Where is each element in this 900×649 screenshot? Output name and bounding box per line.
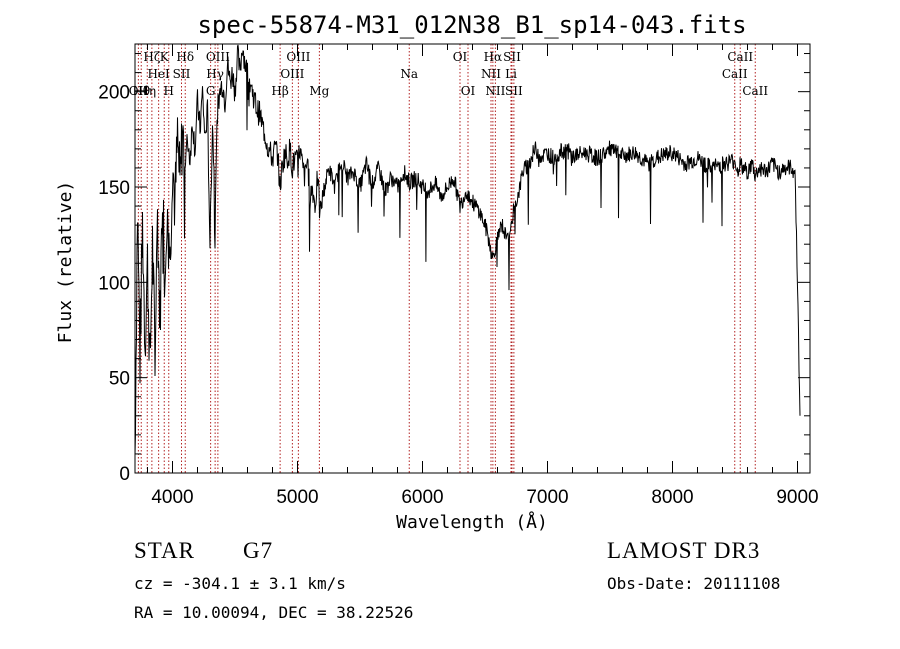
object-subclass: G7 [243, 538, 274, 563]
spectrum-line [134, 44, 801, 455]
marker-label-7: SII [173, 67, 191, 81]
y-tick-label-2: 100 [98, 273, 130, 294]
marker-label-13: OIII [280, 67, 304, 81]
marker-label-16: Na [400, 67, 418, 81]
marker-label-3: Hζ [143, 50, 160, 64]
line-markers [137, 44, 756, 473]
x-tick-label-2: 6000 [401, 487, 443, 508]
marker-label-12: Hβ [271, 84, 288, 98]
marker-label-8: Hδ [176, 50, 194, 64]
marker-label-18: OI [461, 84, 476, 98]
marker-label-2: Hη [138, 84, 156, 98]
y-tick-label-1: 50 [109, 369, 130, 390]
y-axis-label: Flux (relative) [55, 181, 76, 344]
marker-label-15: Mg [309, 84, 329, 98]
marker-label-11: OIII [206, 50, 230, 64]
observation-date: Obs-Date: 20111108 [607, 574, 781, 593]
x-axis-label: Wavelength (Å) [396, 511, 548, 533]
marker-label-21: NII [485, 84, 505, 98]
marker-label-20: Hα [484, 50, 503, 64]
marker-label-1: Hθ [132, 84, 150, 98]
coordinates: RA = 10.00094, DEC = 38.22526 [134, 603, 414, 622]
object-class: STAR [134, 538, 195, 563]
marker-label-5: K [160, 50, 170, 64]
marker-label-27: CaII [742, 84, 768, 98]
marker-label-24: SII [505, 84, 523, 98]
x-tick-label-5: 9000 [776, 487, 818, 508]
marker-label-19: NII [481, 67, 501, 81]
marker-label-14: OIII [286, 50, 310, 64]
survey-name: LAMOST DR3 [607, 538, 761, 563]
x-tick-label-1: 5000 [276, 487, 318, 508]
marker-label-9: G [206, 84, 216, 98]
marker-label-26: CaII [727, 50, 753, 64]
marker-label-4: HeI [147, 67, 170, 81]
y-tick-label-0: 0 [119, 464, 130, 485]
marker-label-23: SII [503, 50, 521, 64]
redshift-cz: cz = -304.1 ± 3.1 km/s [134, 574, 346, 593]
marker-label-0: OII [129, 84, 149, 98]
marker-label-25: CaII [722, 67, 748, 81]
y-tick-label-3: 150 [98, 178, 130, 199]
axis-ticks: 4000 5000 6000 7000 8000 9000 0 50 100 150 200 [98, 44, 819, 508]
plot-frame [134, 43, 811, 474]
chart-title: spec-55874-M31_012N38_B1_sp14-043.fits [197, 11, 746, 39]
marker-label-17: OI [453, 50, 468, 64]
marker-label-22: Li [505, 67, 517, 81]
x-tick-label-3: 7000 [526, 487, 568, 508]
x-tick-label-0: 4000 [151, 487, 193, 508]
marker-label-10: Hγ [206, 67, 224, 81]
marker-label-6: H [164, 84, 174, 98]
y-tick-label-4: 200 [98, 83, 130, 104]
x-tick-label-4: 8000 [651, 487, 693, 508]
